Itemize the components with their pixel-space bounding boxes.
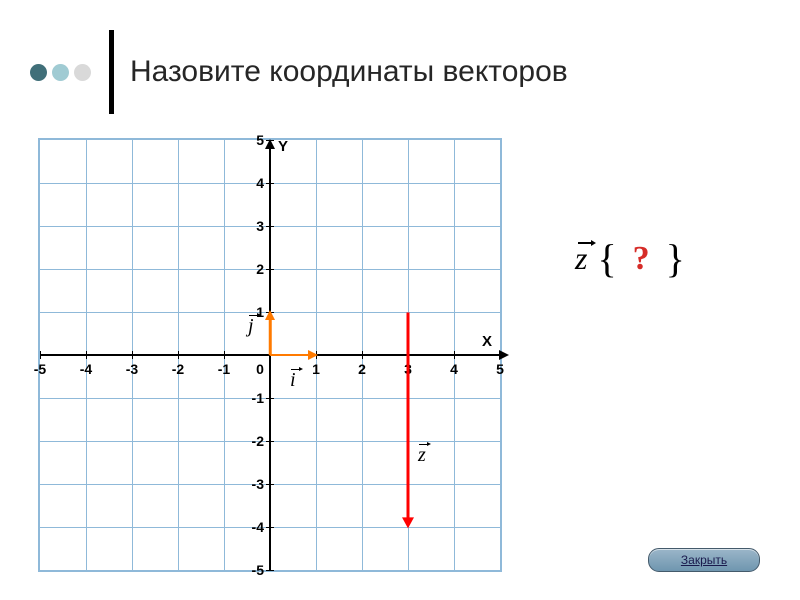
header: Назовите координаты векторов [30,30,568,114]
header-divider [109,30,114,114]
header-dots [30,64,91,81]
page-title: Назовите координаты векторов [130,55,568,89]
dot-2 [52,64,69,81]
question-vector-symbol: z [575,240,587,277]
close-button[interactable]: Закрыть [648,548,760,572]
brace-left: { [597,235,616,282]
vector-plot: -5-4-3-2-112345-5-4-3-2-1123450XYijz [38,138,502,572]
close-button-label: Закрыть [681,553,727,567]
vector-arrow-icon [578,242,592,244]
dot-1 [30,64,47,81]
brace-right: } [666,235,685,282]
question-box: z { ? } [575,235,685,282]
dot-3 [74,64,91,81]
question-symbol-text: z [575,240,587,276]
question-mark: ? [633,240,650,278]
